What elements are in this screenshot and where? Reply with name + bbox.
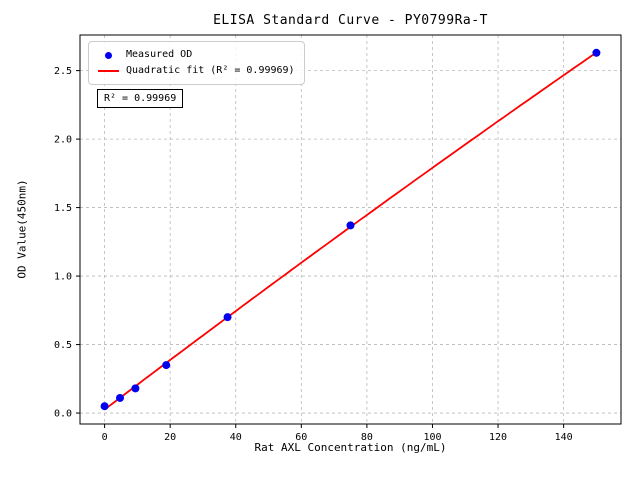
data-point xyxy=(100,402,109,411)
x-axis-label: Rat AXL Concentration (ng/mL) xyxy=(254,441,447,454)
legend-item-measured-od: Measured OD xyxy=(98,47,295,63)
data-point xyxy=(592,48,601,57)
chart-title: ELISA Standard Curve - PY0799Ra-T xyxy=(213,13,488,28)
y-tick-label: 2.5 xyxy=(54,66,72,77)
data-point xyxy=(116,393,125,402)
x-tick-label: 80 xyxy=(361,432,373,443)
data-point xyxy=(162,361,171,370)
axes-frame xyxy=(79,34,622,425)
line-marker-icon xyxy=(98,70,119,72)
y-tick-label: 0.5 xyxy=(54,340,72,351)
legend-label-measured-od: Measured OD xyxy=(126,49,193,60)
x-tick-label: 120 xyxy=(489,432,507,443)
x-tick-label: 100 xyxy=(423,432,441,443)
y-tick-label: 1.0 xyxy=(54,272,72,283)
x-tick-label: 0 xyxy=(102,432,108,443)
y-tick-label: 0.0 xyxy=(54,409,72,420)
r-squared-annotation: R² = 0.99969 xyxy=(97,89,184,108)
x-tick-label: 60 xyxy=(295,432,307,443)
y-tick-label: 2.0 xyxy=(54,135,72,146)
y-tick-label: 1.5 xyxy=(54,203,72,214)
x-tick-label: 20 xyxy=(164,432,176,443)
legend-label-quadratic-fit: Quadratic fit (R² = 0.99969) xyxy=(126,65,295,76)
data-point xyxy=(131,384,140,393)
x-tick-label: 140 xyxy=(555,432,573,443)
data-point xyxy=(223,313,232,322)
legend: Measured OD Quadratic fit (R² = 0.99969) xyxy=(88,41,305,85)
x-tick-label: 40 xyxy=(230,432,242,443)
legend-item-quadratic-fit: Quadratic fit (R² = 0.99969) xyxy=(98,63,295,79)
data-point xyxy=(346,221,355,230)
scatter-marker-icon xyxy=(105,51,112,59)
